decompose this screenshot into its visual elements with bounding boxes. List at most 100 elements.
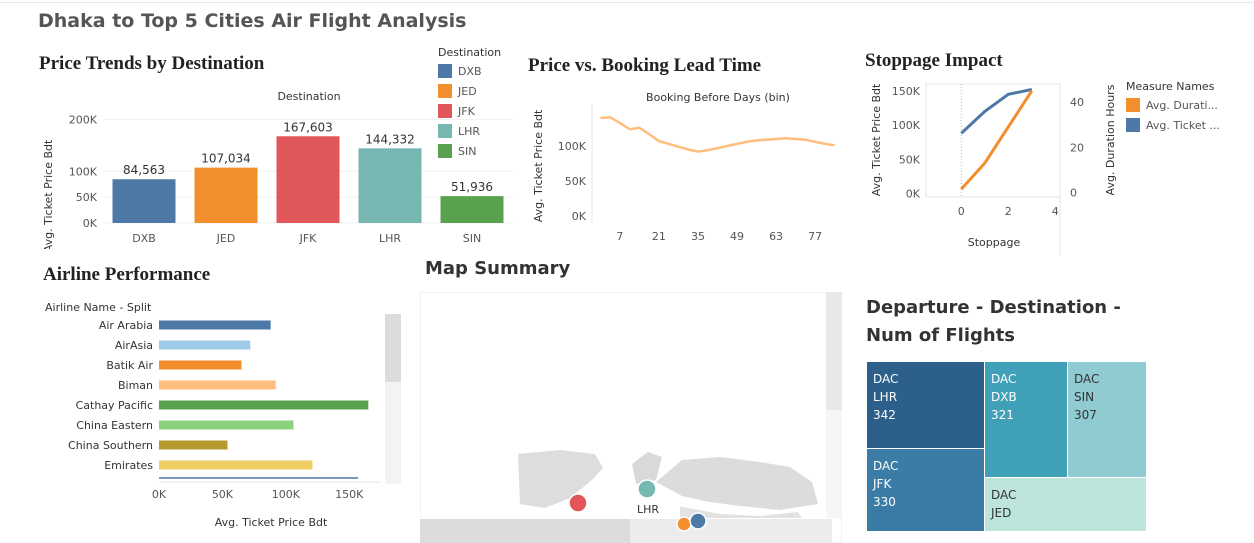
land-greenland	[632, 452, 662, 484]
treemap-title-line1: Departure - Destination -	[866, 297, 1121, 318]
legend-label: SIN	[458, 144, 477, 158]
line-ytick-label: 100K	[558, 140, 587, 153]
price-trends-chart[interactable]: Destination 0K 50K 100K 200K 84,563 DXB 107,0…	[38, 84, 518, 249]
treemap-origin: DAC	[873, 459, 899, 473]
line-ytick-label: 0K	[572, 210, 587, 223]
airline-bar[interactable]	[159, 380, 276, 390]
legend-swatch-ticket	[1126, 118, 1140, 132]
airline-label: Air Arabia	[99, 319, 153, 332]
bar-lhr[interactable]	[358, 148, 422, 223]
airline-header: Airline Name - Split	[45, 301, 152, 314]
top-divider	[0, 2, 1254, 3]
airline-xlabel: Avg. Ticket Price Bdt	[215, 516, 328, 529]
legend-label-duration: Avg. Durati...	[1146, 98, 1218, 112]
stoppage-xlabel: Stoppage	[968, 236, 1021, 249]
airline-label: China Eastern	[76, 419, 153, 432]
airline-label: AirAsia	[115, 339, 153, 352]
airline-xtick-label: 150K	[335, 488, 364, 501]
map-marker-jed[interactable]	[676, 516, 692, 532]
legend-item-jed[interactable]: JED	[438, 81, 501, 101]
legend-item-sin[interactable]: SIN	[438, 141, 501, 161]
bar-value-label: 167,603	[283, 120, 333, 134]
map-marker-lhr[interactable]	[637, 479, 657, 499]
treemap-dest: DXB	[991, 390, 1017, 404]
bar-value-label: 51,936	[451, 180, 493, 194]
price-trends-title: Price Trends by Destination	[39, 53, 265, 74]
map-marker-jfk[interactable]	[568, 493, 588, 513]
airline-bar[interactable]	[159, 440, 228, 450]
legend-swatch	[438, 64, 452, 78]
treemap-cell-dac-jed[interactable]: DAC JED	[984, 477, 1147, 532]
lead-time-title: Price vs. Booking Lead Time	[528, 55, 762, 76]
stoppage-ytick-right: 40	[1070, 96, 1084, 109]
stoppage-line-duration[interactable]	[960, 89, 1034, 191]
airline-bar[interactable]	[159, 340, 251, 350]
airline-bar[interactable]	[159, 400, 369, 410]
legend-item-lhr[interactable]: LHR	[438, 121, 501, 141]
bar-dxb[interactable]	[112, 179, 176, 223]
measure-legend[interactable]: Measure Names Avg. Durati... Avg. Ticket…	[1126, 80, 1220, 135]
legend-item-jfk[interactable]: JFK	[438, 101, 501, 121]
bar-ytick-label: 200K	[69, 114, 98, 127]
airline-bar[interactable]	[159, 360, 242, 370]
treemap-title-line2: Num of Flights	[866, 325, 1016, 346]
stoppage-line-ticket[interactable]	[960, 88, 1033, 135]
legend-item-duration[interactable]: Avg. Durati...	[1126, 95, 1220, 115]
airline-label: Cathay Pacific	[76, 399, 153, 412]
legend-label: JED	[458, 84, 477, 98]
airline-title: Airline Performance	[43, 264, 211, 285]
stoppage-ytick-left: 100K	[892, 119, 921, 132]
legend-item-dxb[interactable]: DXB	[438, 61, 501, 81]
line-xtick-label: 77	[808, 230, 822, 243]
airline-bar[interactable]	[159, 320, 271, 330]
treemap-value: 330	[873, 495, 896, 509]
stoppage-xtick-label: 2	[1005, 205, 1012, 218]
map-lhr-label: LHR	[637, 503, 659, 516]
bar-value-label: 107,034	[201, 152, 251, 166]
map-marker-dxb[interactable]	[689, 512, 707, 530]
dashboard-title: Dhaka to Top 5 Cities Air Flight Analysi…	[38, 10, 467, 32]
airline-label: Biman	[118, 379, 153, 392]
destination-legend-title: Destination	[438, 46, 502, 59]
treemap-cell-dac-dxb[interactable]: DAC DXB 321	[984, 361, 1068, 478]
legend-item-ticket[interactable]: Avg. Ticket ...	[1126, 115, 1220, 135]
bar-jfk[interactable]	[276, 136, 340, 223]
stoppage-ytick-left: 0K	[906, 188, 921, 201]
stoppage-xtick-label: 4	[1052, 205, 1059, 218]
treemap-cell-dac-jfk[interactable]: DAC JFK 330	[866, 448, 985, 532]
treemap[interactable]: DAC LHR 342 DAC JFK 330 DAC DXB 321 DAC …	[866, 361, 1147, 532]
airline-label: Emirates	[104, 459, 153, 472]
map-vertical-scrollbar[interactable]	[826, 292, 842, 410]
airline-chart[interactable]: Airline Name - Split Air Arabia AirAsia Ba…	[38, 296, 408, 536]
legend-swatch	[438, 84, 452, 98]
treemap-value: 307	[1074, 408, 1097, 422]
legend-swatch	[438, 124, 452, 138]
bar-ytick-label: 50K	[76, 191, 98, 204]
destination-legend[interactable]: Destination DXB JED JFK LHR SIN	[438, 46, 501, 161]
land-north-america	[518, 450, 603, 508]
map-title: Map Summary	[425, 258, 571, 279]
legend-label: JFK	[458, 104, 475, 118]
airline-scrollbar-thumb[interactable]	[385, 314, 401, 382]
bar-category-label: JFK	[299, 232, 318, 245]
map-view[interactable]: LHR	[420, 292, 842, 543]
treemap-value: 321	[991, 408, 1014, 422]
airline-bar[interactable]	[159, 460, 313, 470]
bar-sin[interactable]	[440, 196, 504, 223]
stoppage-chart[interactable]: 0K 50K 100K 150K 0 20 40 0 2 4 Avg. Ticket Price …	[860, 78, 1128, 256]
lead-time-line[interactable]	[600, 116, 835, 153]
lead-time-header: Booking Before Days (bin)	[646, 91, 790, 104]
treemap-cell-dac-sin[interactable]: DAC SIN 307	[1067, 361, 1147, 478]
lead-time-chart[interactable]: Booking Before Days (bin) 0K 50K 100K 7 21 35…	[528, 84, 848, 249]
stoppage-ytick-right: 0	[1070, 186, 1077, 199]
bar-jed[interactable]	[194, 167, 258, 223]
treemap-title: Departure - Destination - Num of Flights	[866, 294, 1121, 350]
treemap-cell-dac-lhr[interactable]: DAC LHR 342	[866, 361, 985, 449]
stoppage-xtick-label: 0	[958, 205, 965, 218]
line-ytick-label: 50K	[565, 175, 587, 188]
airline-bar[interactable]	[159, 420, 294, 430]
airline-xtick-label: 0K	[152, 488, 167, 501]
treemap-origin: DAC	[1074, 372, 1100, 386]
treemap-value: 342	[873, 408, 896, 422]
treemap-dest: SIN	[1074, 390, 1095, 404]
